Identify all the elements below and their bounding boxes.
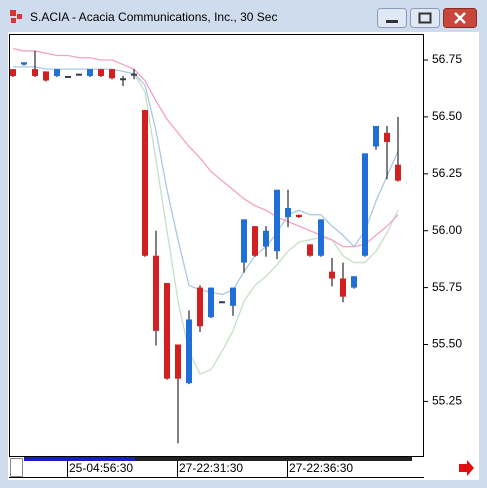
candle-body <box>164 283 170 379</box>
moving-average-line <box>133 73 399 375</box>
candle-body <box>43 71 49 81</box>
moving-average-line <box>13 66 399 296</box>
candle-body <box>318 219 324 256</box>
candle-body <box>10 69 16 76</box>
x-tick-label: 25-04:56:30 <box>69 461 133 475</box>
candle-body <box>274 189 280 252</box>
y-tick-label: 56.75 <box>432 52 462 66</box>
candle-body <box>241 219 247 263</box>
candle-body <box>32 69 38 76</box>
close-button[interactable] <box>443 8 477 28</box>
candle-body <box>131 73 137 76</box>
plot: 55.25 55.50 55.75 56.00 56.25 56.50 56.75 25-04… <box>10 48 462 477</box>
candle-body <box>340 278 346 297</box>
candle-body <box>186 319 192 384</box>
candle-body <box>307 244 313 256</box>
candle-body <box>54 69 60 76</box>
candle-body <box>285 207 291 218</box>
candle-body <box>142 110 148 256</box>
candle-body <box>384 132 390 142</box>
candle-body <box>175 344 181 379</box>
scroll-track <box>135 457 412 461</box>
window-title: S.ACIA - Acacia Communications, Inc., 30… <box>30 10 277 24</box>
candle-body <box>153 255 159 331</box>
scroll-box[interactable] <box>10 458 23 477</box>
y-tick-label: 55.75 <box>432 280 462 294</box>
candle-body <box>296 214 302 218</box>
candle-body <box>98 69 104 76</box>
moving-average-line <box>12 48 399 248</box>
x-tick-label: 27-22:31:30 <box>179 461 243 475</box>
plot-frame <box>9 34 424 457</box>
scrollbar[interactable] <box>24 457 135 461</box>
candle-body <box>351 276 357 288</box>
x-tick-label: 27-22:36:30 <box>289 461 353 475</box>
candle-body <box>373 126 379 147</box>
candle-body <box>208 287 214 318</box>
y-tick-label: 56.25 <box>432 166 462 180</box>
maximize-button[interactable] <box>410 8 440 28</box>
title-icon <box>10 10 22 23</box>
y-tick-label: 55.25 <box>432 394 462 408</box>
candle-body <box>120 78 126 81</box>
y-tick-label: 55.50 <box>432 337 462 351</box>
candle-body <box>87 69 93 76</box>
candle-body <box>329 271 335 279</box>
candle-body <box>109 69 115 79</box>
candle-body <box>65 75 71 78</box>
candle-body <box>219 301 225 304</box>
candle-body <box>197 287 203 327</box>
candle-body <box>263 230 269 247</box>
candle-body <box>362 153 368 256</box>
candle-body <box>21 62 27 65</box>
candle-body <box>76 73 82 76</box>
candle-body <box>230 287 236 306</box>
scroll-arrow[interactable] <box>459 460 474 476</box>
candle-body <box>395 164 401 181</box>
y-tick-label: 56.00 <box>432 223 462 237</box>
y-tick-label: 56.50 <box>432 109 462 123</box>
candle-body <box>252 226 258 256</box>
minimize-button[interactable] <box>377 8 407 28</box>
